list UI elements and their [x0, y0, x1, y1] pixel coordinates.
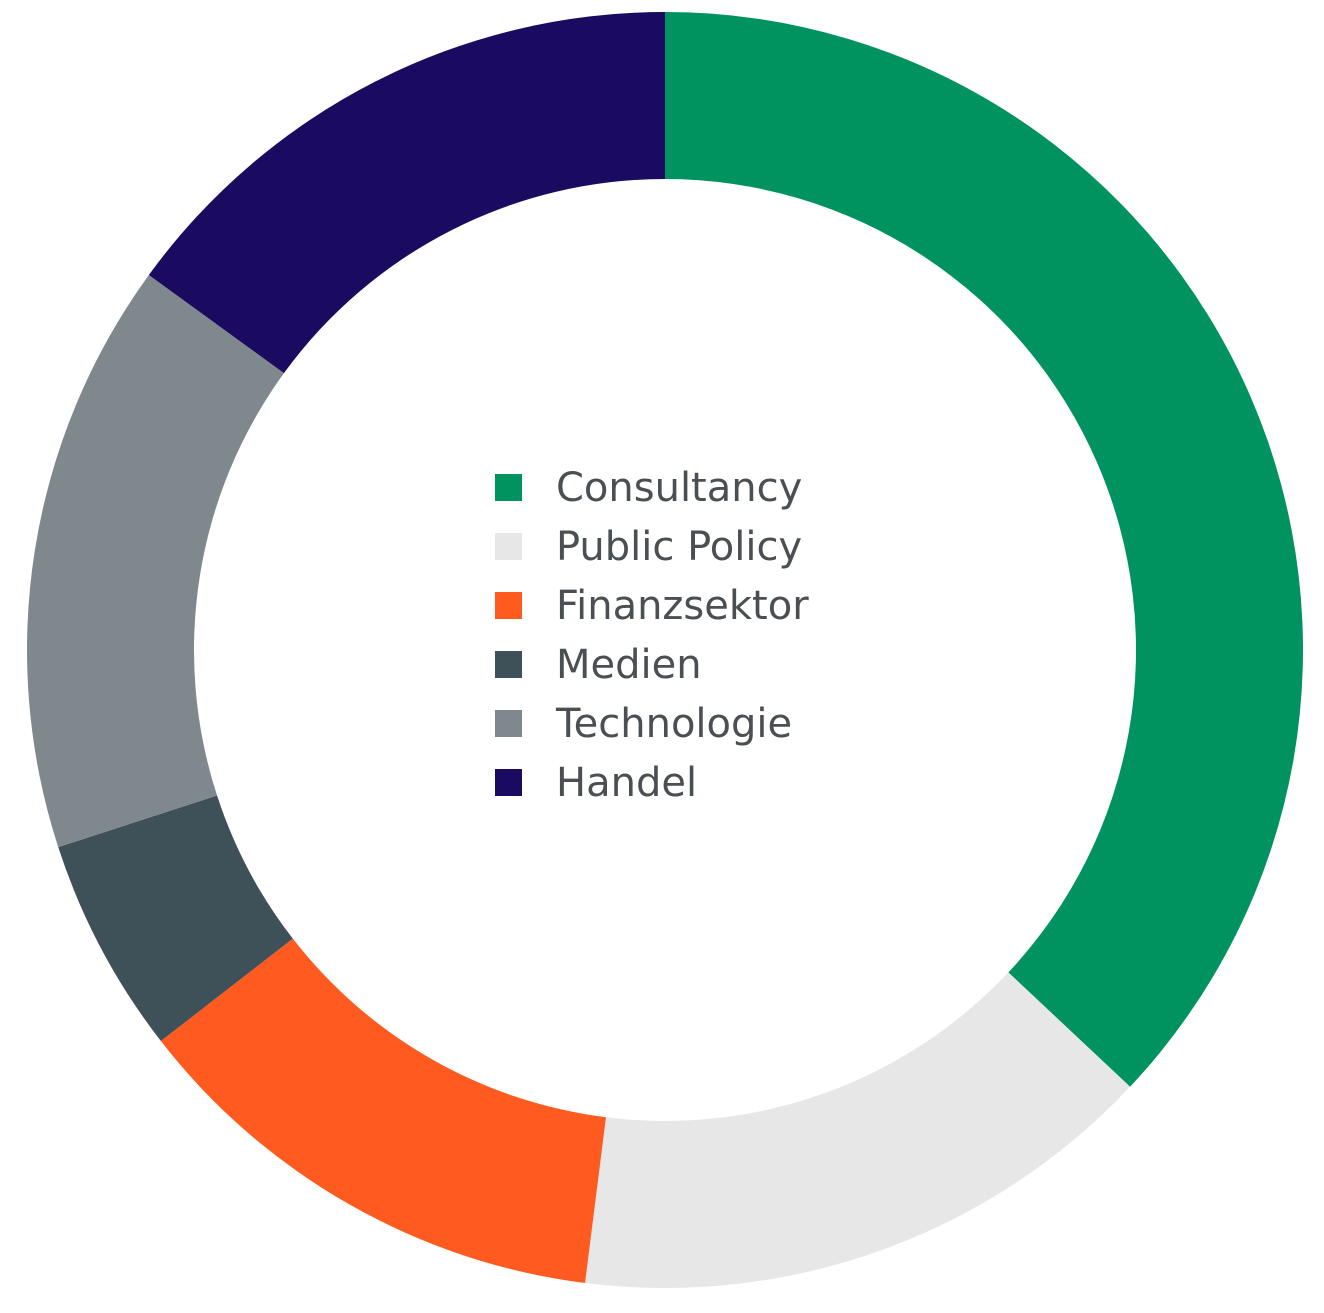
donut-segment — [58, 795, 293, 1042]
legend-swatch — [495, 533, 522, 560]
legend-label: Consultancy — [556, 465, 802, 511]
donut-segment — [585, 972, 1131, 1288]
legend-swatch — [495, 592, 522, 619]
donut-segment — [148, 12, 665, 374]
legend-label: Finanzsektor — [556, 583, 809, 629]
legend-label: Handel — [556, 760, 697, 806]
legend-swatch — [495, 651, 522, 678]
donut-segment — [665, 12, 1304, 1087]
legend-label: Public Policy — [556, 524, 802, 570]
legend-label: Technologie — [555, 701, 792, 747]
donut-segment — [26, 274, 284, 848]
legend-swatch — [495, 710, 522, 737]
donut-segment — [160, 938, 606, 1283]
legend-swatch — [495, 769, 522, 796]
legend-swatch — [495, 474, 522, 501]
legend-label: Medien — [556, 642, 702, 688]
